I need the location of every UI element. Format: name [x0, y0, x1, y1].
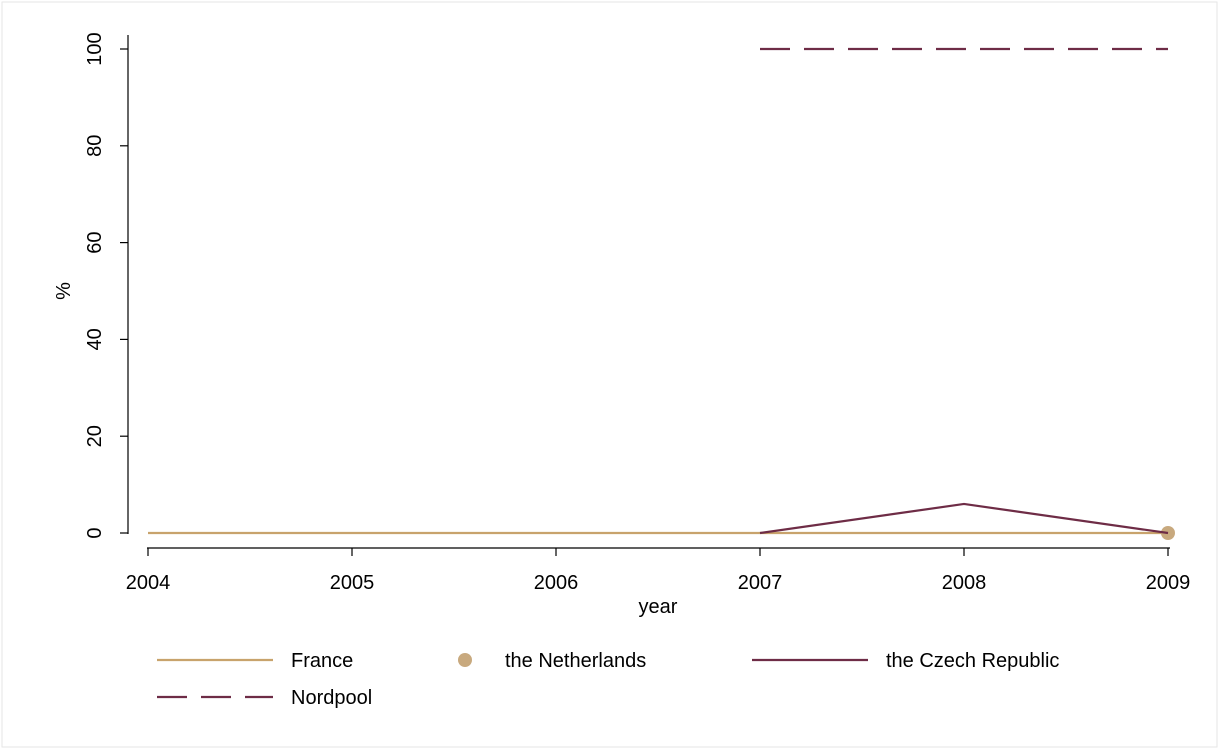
y-tick-label: 40 [84, 328, 106, 350]
series-line [759, 502, 1169, 535]
axes: 0 20 40 60 80 100 2004 2005 2006 2007 2008 2009 [84, 32, 1190, 594]
y-tick-label: 20 [84, 425, 106, 447]
series-the-czech-republic [759, 502, 1169, 535]
y-tick-label: 100 [84, 32, 106, 65]
y-tick-label: 0 [84, 527, 106, 538]
x-tick-label: 2007 [738, 572, 783, 594]
legend-item: France [157, 650, 353, 672]
legend-label: the Netherlands [505, 650, 646, 672]
legend-label: France [291, 650, 353, 672]
x-tick-label: 2004 [126, 572, 171, 594]
legend-label: the Czech Republic [886, 650, 1059, 672]
x-axis-title: year [639, 596, 678, 618]
x-tick-label: 2005 [330, 572, 375, 594]
legend-item: the Czech Republic [752, 650, 1059, 672]
y-axis-title: % [53, 282, 75, 300]
series-layer [148, 47, 1175, 540]
y-tick-label: 60 [84, 231, 106, 253]
legend-item: the Netherlands [458, 650, 646, 672]
x-tick-label: 2006 [534, 572, 579, 594]
legend: France the Netherlands the Czech Republic N… [157, 650, 1059, 709]
legend-item: Nordpool [157, 687, 372, 709]
legend-label: Nordpool [291, 687, 372, 709]
x-tick-label: 2009 [1146, 572, 1191, 594]
y-tick-label: 80 [84, 135, 106, 157]
legend-swatch [458, 653, 472, 667]
x-tick-label: 2008 [942, 572, 987, 594]
